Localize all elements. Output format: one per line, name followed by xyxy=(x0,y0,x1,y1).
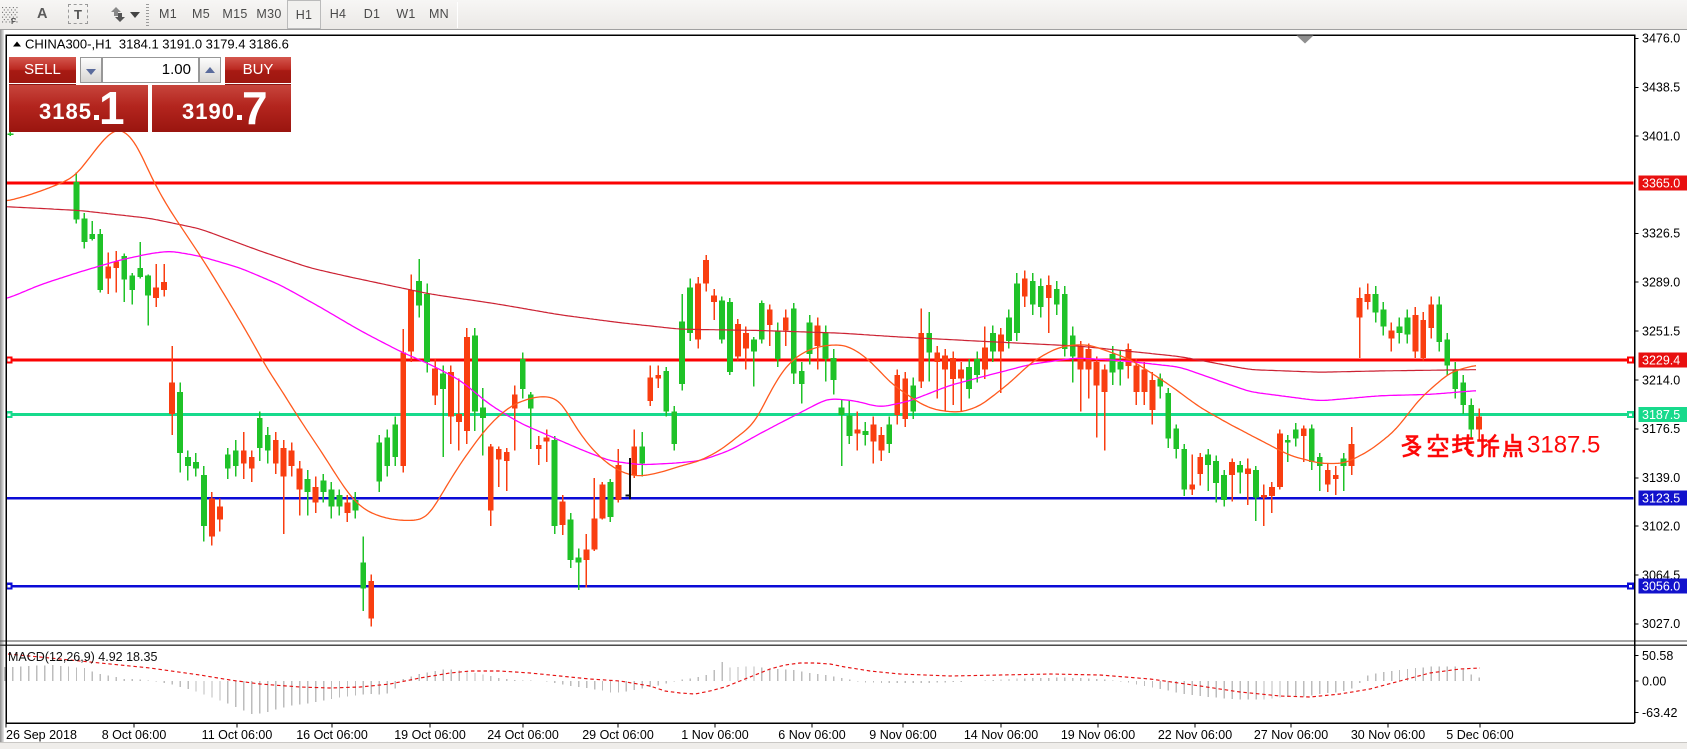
svg-text:3289.0: 3289.0 xyxy=(1642,276,1680,290)
svg-text:29 Oct 06:00: 29 Oct 06:00 xyxy=(582,728,654,742)
svg-text:22 Nov 06:00: 22 Nov 06:00 xyxy=(1158,728,1232,742)
svg-text:30 Nov 06:00: 30 Nov 06:00 xyxy=(1351,728,1425,742)
svg-text:3102.0: 3102.0 xyxy=(1642,519,1680,533)
svg-text:3438.5: 3438.5 xyxy=(1642,81,1680,95)
svg-text:3251.5: 3251.5 xyxy=(1642,324,1680,338)
svg-text:1 Nov 06:00: 1 Nov 06:00 xyxy=(681,728,748,742)
svg-text:3027.0: 3027.0 xyxy=(1642,617,1680,631)
svg-text:3123.5: 3123.5 xyxy=(1642,491,1680,505)
svg-text:3229.4: 3229.4 xyxy=(1642,353,1680,367)
svg-text:6 Nov 06:00: 6 Nov 06:00 xyxy=(778,728,845,742)
svg-text:3187.5: 3187.5 xyxy=(1527,432,1600,459)
svg-text:14 Nov 06:00: 14 Nov 06:00 xyxy=(964,728,1038,742)
svg-text:CHINA300-,H1 3184.1 3191.0 31: CHINA300-,H1 3184.1 3191.0 3179.4 3186.6 xyxy=(25,37,289,52)
svg-text:3476.0: 3476.0 xyxy=(1642,32,1680,46)
svg-text:3139.0: 3139.0 xyxy=(1642,471,1680,485)
svg-text:19 Nov 06:00: 19 Nov 06:00 xyxy=(1061,728,1135,742)
svg-text:26 Sep 2018: 26 Sep 2018 xyxy=(6,728,77,742)
svg-text:3056.0: 3056.0 xyxy=(1642,579,1680,593)
svg-text:-63.42: -63.42 xyxy=(1642,706,1677,720)
svg-text:19 Oct 06:00: 19 Oct 06:00 xyxy=(394,728,466,742)
svg-text:16 Oct 06:00: 16 Oct 06:00 xyxy=(296,728,368,742)
svg-text:3326.5: 3326.5 xyxy=(1642,227,1680,241)
svg-text:3176.5: 3176.5 xyxy=(1642,422,1680,436)
svg-text:0.00: 0.00 xyxy=(1642,674,1666,688)
svg-text:F: F xyxy=(11,17,16,26)
svg-text:50.58: 50.58 xyxy=(1642,649,1673,663)
svg-text:3214.0: 3214.0 xyxy=(1642,373,1680,387)
svg-text:11 Oct 06:00: 11 Oct 06:00 xyxy=(202,728,273,742)
svg-text:9 Nov 06:00: 9 Nov 06:00 xyxy=(869,728,936,742)
svg-text:27 Nov 06:00: 27 Nov 06:00 xyxy=(1254,728,1328,742)
svg-text:24 Oct 06:00: 24 Oct 06:00 xyxy=(487,728,559,742)
svg-text:5 Dec 06:00: 5 Dec 06:00 xyxy=(1446,728,1513,742)
svg-text:3401.0: 3401.0 xyxy=(1642,130,1680,144)
svg-text:3187.5: 3187.5 xyxy=(1642,408,1680,422)
svg-text:8 Oct 06:00: 8 Oct 06:00 xyxy=(102,728,167,742)
svg-text:MACD(12,26,9) 4.92 18.35: MACD(12,26,9) 4.92 18.35 xyxy=(8,650,157,664)
svg-text:3365.0: 3365.0 xyxy=(1642,176,1680,190)
